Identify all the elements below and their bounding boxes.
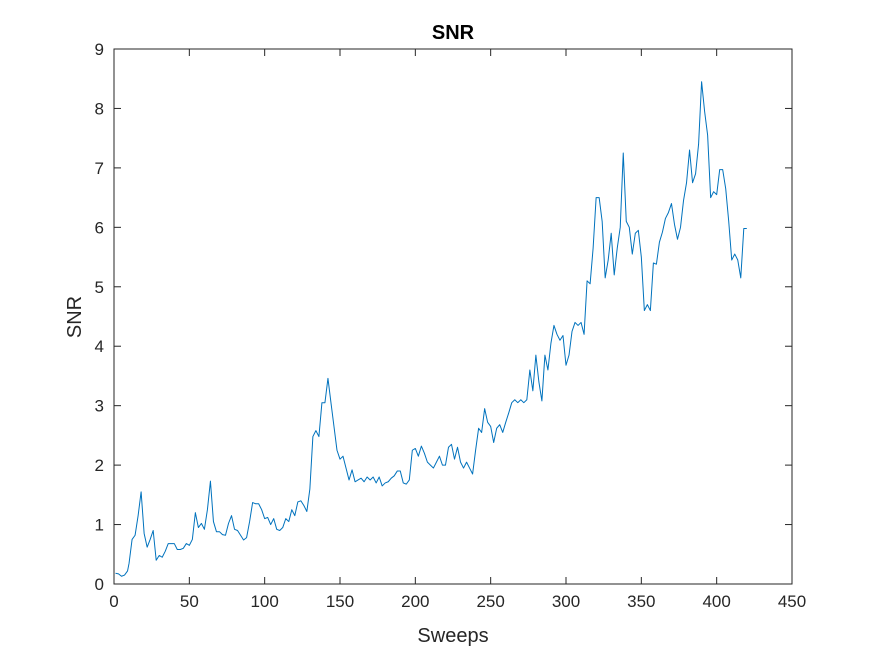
- y-tick-label: 6: [95, 218, 104, 237]
- x-tick-label: 50: [180, 592, 199, 611]
- y-tick-label: 0: [95, 575, 104, 594]
- y-tick-label: 4: [95, 337, 104, 356]
- x-tick-label: 100: [250, 592, 278, 611]
- series-lines: [115, 81, 747, 577]
- snr-series-line: [115, 81, 747, 577]
- x-axis-label: Sweeps: [417, 625, 488, 647]
- x-tick-label: 300: [552, 592, 580, 611]
- x-tick-label: 450: [778, 592, 806, 611]
- y-axis-label: SNR: [64, 296, 86, 338]
- x-tick-label: 250: [476, 592, 504, 611]
- chart-title: SNR: [432, 22, 475, 44]
- y-axis-ticks: 0 1 2 3 4 5 6 7 8 9: [95, 40, 792, 594]
- y-tick-label: 8: [95, 99, 104, 118]
- x-tick-label: 150: [326, 592, 354, 611]
- plot-area: [113, 48, 793, 585]
- x-axis-ticks: 0 50 100 150 200 250 300 350 400 450: [109, 49, 806, 611]
- y-tick-label: 3: [95, 397, 104, 416]
- x-tick-label: 400: [702, 592, 730, 611]
- x-tick-label: 0: [109, 592, 118, 611]
- y-tick-label: 7: [95, 159, 104, 178]
- y-tick-label: 1: [95, 516, 104, 535]
- x-tick-label: 350: [627, 592, 655, 611]
- y-tick-label: 2: [95, 456, 104, 475]
- y-tick-label: 5: [95, 278, 104, 297]
- x-tick-label: 200: [401, 592, 429, 611]
- y-tick-label: 9: [95, 40, 104, 59]
